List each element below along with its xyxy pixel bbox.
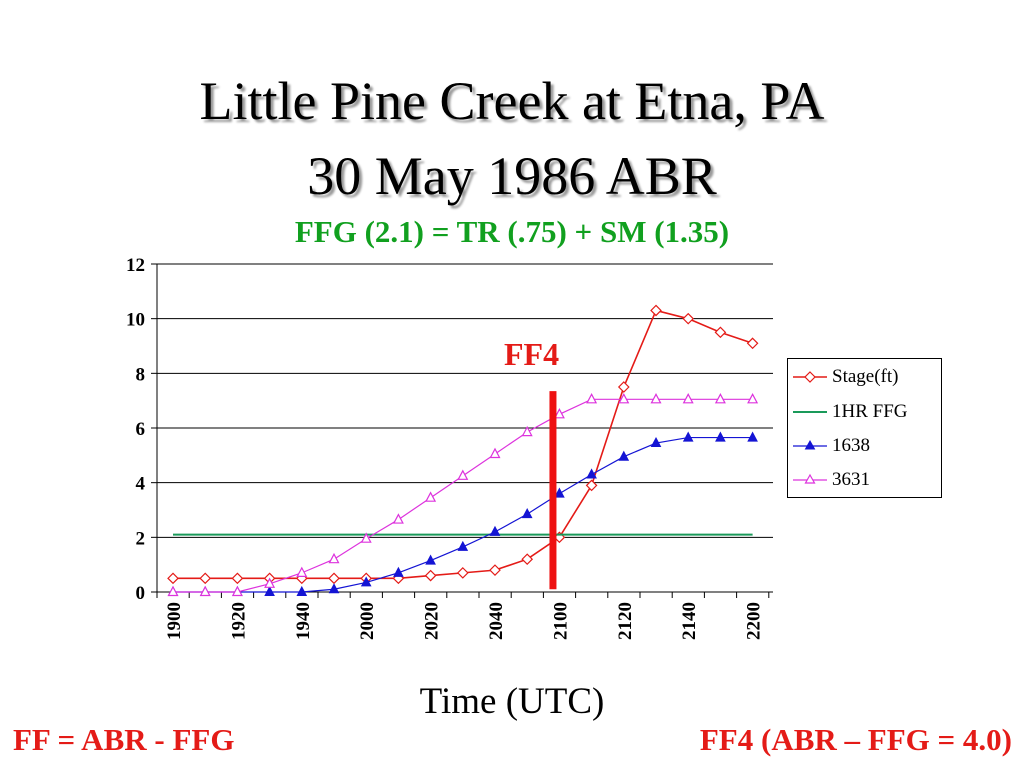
legend-item-1638: 1638 xyxy=(788,432,941,460)
point-3631-2020 xyxy=(425,491,437,502)
point-stage-1900 xyxy=(167,572,179,585)
point-stage-2020 xyxy=(424,569,437,582)
point-1638-1930 xyxy=(264,585,275,596)
x-tick-label-2140: 2140 xyxy=(679,602,700,640)
point-3631-1940 xyxy=(296,566,308,577)
point-1638-2050 xyxy=(521,508,533,519)
legend-stage-swatch xyxy=(793,371,827,383)
point-3631-1950 xyxy=(328,552,340,564)
x-tick-label-2020: 2020 xyxy=(422,602,443,640)
footer-formula-left: FF = ABR - FFG xyxy=(13,722,235,757)
point-1638-2120 xyxy=(618,450,630,461)
point-3631-2200 xyxy=(747,393,759,404)
y-tick-label-0: 0 xyxy=(136,583,146,604)
point-3631-2130 xyxy=(650,393,662,404)
point-stage-1950 xyxy=(328,572,340,585)
point-stage-2030 xyxy=(456,567,469,579)
point-stage-2050 xyxy=(521,553,534,566)
x-axis-label: Time (UTC) xyxy=(419,681,605,722)
x-tick-label-2000: 2000 xyxy=(357,602,378,640)
point-stage-2120 xyxy=(617,381,630,393)
x-tick-label-1900: 1900 xyxy=(164,602,185,640)
y-tick-label-4: 4 xyxy=(136,474,146,495)
legend-item-stage: Stage(ft) xyxy=(788,363,941,391)
point-1638-1940 xyxy=(296,585,308,596)
point-1638-2140 xyxy=(682,431,694,442)
point-3631-1900 xyxy=(167,585,179,597)
point-3631-2030 xyxy=(457,469,469,480)
x-tick-label-2040: 2040 xyxy=(486,602,507,640)
point-stage-1910 xyxy=(199,572,212,585)
x-tick-label-2120: 2120 xyxy=(615,602,636,640)
point-1638-2000 xyxy=(360,576,372,587)
legend-1638-swatch xyxy=(793,439,827,450)
chart-title-line1: Little Pine Creek at Etna, PA xyxy=(199,71,825,131)
legend-item-ffg: 1HR FFG xyxy=(788,398,941,426)
point-3631-2140 xyxy=(682,393,694,404)
legend-3631-swatch xyxy=(793,473,827,484)
point-3631-1910 xyxy=(199,585,211,597)
point-1638-2100 xyxy=(554,487,565,498)
point-1638-1950 xyxy=(328,583,340,594)
x-tick-label-2100: 2100 xyxy=(550,602,571,640)
point-3631-2010 xyxy=(392,513,404,524)
point-1638-2020 xyxy=(425,554,436,565)
point-3631-2100 xyxy=(553,408,565,419)
point-1638-2200 xyxy=(747,431,758,442)
point-stage-2040 xyxy=(489,564,501,576)
chart-subtitle: FFG (2.1) = TR (.75) + SM (1.35) xyxy=(294,214,730,249)
series-line-stage xyxy=(173,309,753,580)
y-tick-label-10: 10 xyxy=(126,310,145,331)
point-3631-2110 xyxy=(586,393,598,404)
point-stage-1920 xyxy=(231,572,244,585)
chart-title-line2: 30 May 1986 ABR xyxy=(307,146,717,206)
point-1638-2130 xyxy=(650,436,662,448)
legend-ffg-swatch xyxy=(793,411,827,413)
point-3631-2040 xyxy=(489,447,501,459)
legend-label-stage: Stage(ft) xyxy=(832,366,899,387)
point-3631-2150 xyxy=(714,393,726,404)
point-1638-2110 xyxy=(586,468,597,479)
point-1638-2030 xyxy=(457,540,469,551)
y-tick-label-2: 2 xyxy=(136,528,146,549)
legend-label-3631: 3631 xyxy=(832,469,870,490)
point-1638-2010 xyxy=(393,566,404,577)
point-stage-2110 xyxy=(585,479,598,492)
legend-label-1638: 1638 xyxy=(832,435,870,456)
y-tick-label-8: 8 xyxy=(136,364,146,385)
chart-legend: Stage(ft) 1HR FFG 1638 3631 xyxy=(787,358,942,498)
point-3631-2050 xyxy=(521,425,533,437)
ff4-annotation: FF4 xyxy=(504,336,560,372)
point-1638-2150 xyxy=(715,431,726,442)
point-stage-2130 xyxy=(650,304,662,317)
footer-formula-right: FF4 (ABR – FFG = 4.0) xyxy=(699,722,1012,757)
point-3631-2000 xyxy=(360,532,372,543)
legend-label-ffg: 1HR FFG xyxy=(832,401,908,422)
y-tick-label-6: 6 xyxy=(136,419,146,440)
point-3631-1930 xyxy=(264,577,276,588)
x-tick-label-1920: 1920 xyxy=(228,602,249,640)
point-stage-2150 xyxy=(714,326,727,339)
legend-item-3631: 3631 xyxy=(788,466,941,494)
point-3631-2120 xyxy=(618,393,630,404)
point-stage-2140 xyxy=(682,312,695,325)
point-stage-2200 xyxy=(746,337,759,350)
point-1638-2040 xyxy=(489,525,501,536)
x-tick-label-1940: 1940 xyxy=(293,602,314,640)
point-3631-1920 xyxy=(231,585,243,597)
y-tick-label-12: 12 xyxy=(126,255,145,276)
x-tick-label-2200: 2200 xyxy=(744,602,765,640)
